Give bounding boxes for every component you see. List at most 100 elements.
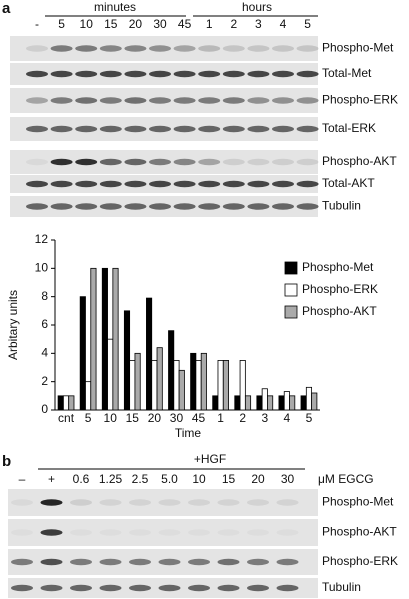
- band: [124, 180, 147, 188]
- legend-swatch: [284, 283, 298, 297]
- group-label: minutes: [94, 0, 136, 14]
- band: [296, 158, 319, 166]
- band: [75, 203, 98, 210]
- band: [75, 158, 98, 166]
- band: [149, 125, 171, 133]
- band: [272, 125, 294, 133]
- bar: [129, 360, 136, 411]
- band: [222, 97, 245, 104]
- band: [99, 125, 122, 133]
- y-tick-label: 8: [41, 289, 48, 303]
- blot-label: Phospho-AKT: [322, 154, 397, 168]
- band: [50, 97, 73, 104]
- band: [40, 584, 63, 592]
- band: [100, 529, 122, 535]
- y-tick-label: 4: [41, 346, 48, 360]
- bar: [305, 386, 313, 411]
- blot-label: Phospho-ERK: [322, 554, 398, 568]
- y-tick-label: 6: [41, 317, 48, 331]
- band: [247, 158, 270, 166]
- blot-label: Total-AKT: [322, 176, 375, 190]
- band: [149, 45, 171, 52]
- unit-label: μM EGCG: [318, 472, 374, 486]
- x-tick-label: 4: [284, 411, 291, 425]
- band: [99, 45, 122, 52]
- x-tick-label: 5: [85, 411, 92, 425]
- band: [26, 45, 48, 52]
- bar: [123, 310, 131, 411]
- x-tick-label: 15: [126, 411, 140, 425]
- lane-label: 15: [222, 472, 236, 486]
- y-axis-label: Arbitary units: [6, 290, 20, 360]
- blot-label: Phospho-Met: [322, 41, 394, 55]
- x-tick-label: 1: [217, 411, 224, 425]
- band: [124, 70, 147, 78]
- band: [11, 529, 33, 535]
- bar: [90, 267, 97, 411]
- x-tick-label: 2: [239, 411, 246, 425]
- lane-label: 45: [178, 17, 192, 31]
- band: [247, 499, 269, 506]
- band: [124, 158, 147, 166]
- lane-label: 0.6: [73, 472, 90, 486]
- band: [99, 558, 122, 566]
- bar: [256, 395, 263, 411]
- band: [159, 529, 181, 535]
- bar: [112, 267, 119, 411]
- band: [158, 558, 181, 566]
- band: [198, 97, 221, 104]
- legend-swatch: [284, 305, 298, 319]
- lane-label: 5: [304, 17, 311, 31]
- band: [149, 203, 171, 210]
- band: [188, 499, 210, 506]
- band: [296, 203, 319, 210]
- bar: [212, 395, 219, 411]
- lane-label: 3: [255, 17, 262, 31]
- band: [50, 203, 73, 210]
- band: [11, 499, 33, 506]
- bar: [151, 360, 158, 411]
- band: [247, 558, 269, 566]
- bar: [278, 395, 285, 411]
- bar: [168, 330, 175, 411]
- band: [75, 45, 98, 52]
- lane-label: –: [19, 472, 26, 486]
- band: [198, 158, 221, 166]
- band: [124, 97, 147, 104]
- panel-label: b: [2, 453, 11, 470]
- band: [99, 97, 122, 104]
- band: [247, 529, 269, 535]
- band: [99, 499, 122, 506]
- band: [188, 529, 210, 535]
- bar: [244, 395, 252, 411]
- band: [222, 125, 245, 133]
- x-tick-label: 10: [104, 411, 118, 425]
- band: [124, 125, 147, 133]
- band: [70, 529, 92, 535]
- band: [75, 125, 98, 133]
- band: [70, 558, 92, 566]
- x-tick-label: 3: [261, 411, 268, 425]
- band: [217, 499, 240, 506]
- bar: [107, 338, 114, 411]
- band: [50, 125, 73, 133]
- band: [75, 97, 98, 104]
- band: [99, 158, 122, 166]
- blot-label: Phospho-AKT: [322, 525, 397, 539]
- band: [217, 584, 240, 592]
- bar: [79, 296, 86, 411]
- lane-label: 30: [281, 472, 295, 486]
- band: [129, 529, 151, 535]
- band: [247, 45, 270, 52]
- band: [26, 97, 48, 104]
- band: [296, 70, 319, 78]
- bar: [200, 352, 207, 411]
- y-tick-label: 10: [35, 261, 49, 275]
- panel-label: a: [2, 0, 11, 17]
- band: [247, 203, 270, 210]
- band: [198, 125, 221, 133]
- bar: [311, 392, 318, 411]
- band: [75, 180, 98, 188]
- band: [222, 45, 245, 52]
- bar: [283, 391, 290, 411]
